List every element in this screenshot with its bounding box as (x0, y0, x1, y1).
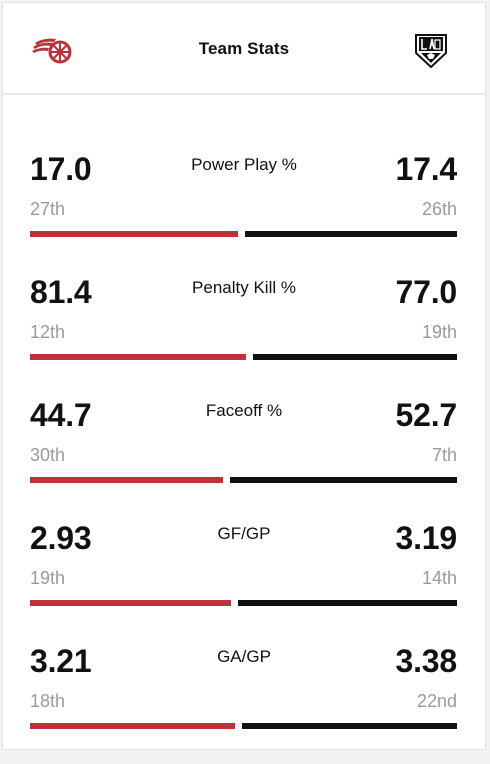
right-team-rank: 22nd (416, 691, 457, 711)
stat-label: Faceoff % (205, 401, 283, 420)
stat-row-ga-gp: 3.21 GA/GP 3.38 18th 22nd (3, 641, 485, 764)
left-team-bar (30, 600, 231, 606)
stat-row-power-play: 17.0 Power Play % 17.4 27th 26th (3, 149, 485, 272)
left-team-value: 81.4 (30, 274, 92, 310)
left-team-rank: 30th (30, 445, 66, 465)
right-team-rank: 14th (421, 568, 457, 588)
right-team-bar (230, 477, 457, 483)
card-header: Team Stats (3, 3, 485, 95)
stat-label: Penalty Kill % (192, 278, 296, 297)
left-team-bar (30, 354, 246, 360)
left-team-rank: 19th (30, 568, 66, 588)
comparison-bar (30, 477, 457, 483)
right-team-rank: 26th (421, 199, 457, 219)
right-team-bar (238, 600, 457, 606)
right-team-value: 77.0 (395, 274, 458, 310)
stats-list: 17.0 Power Play % 17.4 27th 26th 81.4 Pe… (3, 149, 485, 764)
stat-row-gf-gp: 2.93 GF/GP 3.19 19th 14th (3, 518, 485, 641)
stat-row-faceoff: 44.7 Faceoff % 52.7 30th 7th (3, 395, 485, 518)
right-team-rank: 19th (421, 322, 457, 342)
stat-label: GF/GP (217, 524, 271, 543)
left-team-value: 2.93 (30, 520, 92, 556)
left-team-bar (30, 723, 235, 729)
right-team-bar (253, 354, 457, 360)
right-team-rank: 7th (431, 445, 457, 465)
detroit-red-wings-logo-icon (29, 33, 75, 67)
left-team-rank: 12th (30, 322, 66, 342)
comparison-bar (30, 231, 457, 237)
right-team-bar (242, 723, 457, 729)
la-kings-logo-icon (413, 31, 449, 69)
left-team-bar (30, 477, 223, 483)
right-team-value: 52.7 (395, 397, 458, 433)
left-team-value: 3.21 (30, 643, 92, 679)
right-team-value: 3.19 (395, 520, 458, 556)
team-stats-card: Team Stats 17.0 Power Play % 17.4 27th 2… (2, 2, 486, 750)
left-team-rank: 27th (30, 199, 66, 219)
stat-label: Power Play % (191, 155, 297, 174)
comparison-bar (30, 723, 457, 729)
left-team-value: 17.0 (30, 151, 92, 187)
stat-row-penalty-kill: 81.4 Penalty Kill % 77.0 12th 19th (3, 272, 485, 395)
right-team-bar (245, 231, 457, 237)
right-team-value: 17.4 (395, 151, 458, 187)
left-team-value: 44.7 (30, 397, 92, 433)
page-title: Team Stats (198, 39, 290, 58)
left-team-bar (30, 231, 238, 237)
stat-label: GA/GP (217, 647, 271, 666)
left-team-rank: 18th (30, 691, 66, 711)
comparison-bar (30, 600, 457, 606)
right-team-value: 3.38 (395, 643, 458, 679)
comparison-bar (30, 354, 457, 360)
